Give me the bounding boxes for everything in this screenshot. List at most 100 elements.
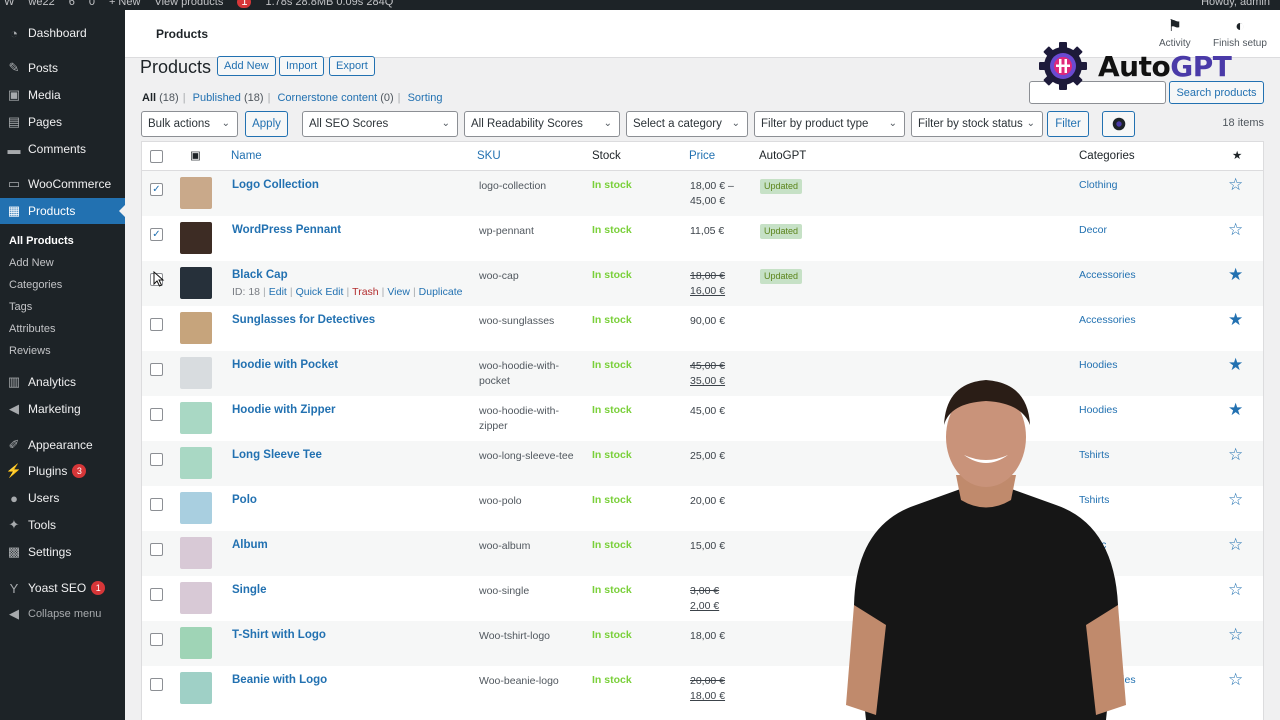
column-price[interactable]: Price [689, 150, 716, 162]
featured-star-icon[interactable]: ★ [1228, 355, 1244, 374]
sidebar-item-tools[interactable]: ✦ Tools [0, 512, 125, 538]
quick-edit-link[interactable]: Quick Edit [295, 286, 344, 298]
sidebar-item-media[interactable]: ▣ Media [0, 82, 125, 108]
row-checkbox[interactable] [150, 318, 163, 331]
product-name-link[interactable]: Black Cap [232, 269, 288, 281]
view-sorting[interactable]: Sorting [407, 92, 443, 104]
sidebar-item-dashboard[interactable]: ◔ Dashboard [0, 20, 125, 46]
sidebar-item-comments[interactable]: ▬ Comments [0, 136, 125, 162]
sidebar-item-plugins[interactable]: ⚡ Plugins 3 [0, 458, 125, 484]
row-checkbox[interactable]: ✓ [150, 228, 163, 241]
product-category-link[interactable]: Accessories [1079, 269, 1136, 281]
finish-setup-button[interactable]: ◐ Finish setup [1213, 18, 1267, 49]
admin-bar-item[interactable]: 6 [68, 0, 75, 8]
admin-bar-greeting[interactable]: Howdy, admin [1201, 0, 1270, 8]
featured-star-icon[interactable]: ☆ [1228, 445, 1244, 464]
product-thumbnail[interactable] [180, 627, 212, 659]
sidebar-item-appearance[interactable]: ✐ Appearance [0, 432, 125, 458]
column-sku[interactable]: SKU [477, 150, 501, 162]
product-thumbnail[interactable] [180, 357, 212, 389]
product-thumbnail[interactable] [180, 582, 212, 614]
sidebar-item-products[interactable]: ▦ Products [0, 198, 125, 224]
readability-select[interactable]: All Readability Scores ⌄ [464, 111, 620, 137]
autogpt-action-button[interactable] [1102, 111, 1135, 137]
product-thumbnail[interactable] [180, 267, 212, 299]
bulk-actions-select[interactable]: Bulk actions ⌄ [141, 111, 238, 137]
sidebar-item-marketing[interactable]: ◀ Marketing [0, 396, 125, 422]
product-type-select[interactable]: Filter by product type ⌄ [754, 111, 905, 137]
product-category-link[interactable]: Clothing [1079, 179, 1118, 191]
product-category-link[interactable]: Tshirts [1079, 494, 1110, 506]
sidebar-item-pages[interactable]: ▤ Pages [0, 109, 125, 135]
product-thumbnail[interactable] [180, 177, 212, 209]
featured-star-icon[interactable]: ★ [1228, 400, 1244, 419]
row-checkbox[interactable] [150, 498, 163, 511]
row-checkbox[interactable] [150, 543, 163, 556]
sidebar-item-analytics[interactable]: ▥ Analytics [0, 369, 125, 395]
product-name-link[interactable]: Hoodie with Pocket [232, 359, 339, 371]
product-thumbnail[interactable] [180, 672, 212, 704]
product-name-link[interactable]: WordPress Pennant [232, 224, 342, 236]
featured-star-icon[interactable]: ☆ [1228, 580, 1244, 599]
admin-bar-item[interactable]: View products [154, 0, 224, 8]
add-new-button[interactable]: Add New [217, 56, 276, 76]
sidebar-item-users[interactable]: ● Users [0, 485, 125, 511]
submenu-tags[interactable]: Tags [9, 301, 33, 313]
row-checkbox[interactable] [150, 633, 163, 646]
featured-star-icon[interactable]: ☆ [1228, 220, 1244, 239]
product-category-link[interactable]: Tshirts [1079, 449, 1110, 461]
filter-button[interactable]: Filter [1047, 111, 1089, 137]
product-category-link[interactable]: Hoodies [1079, 359, 1118, 371]
submenu-add-new[interactable]: Add New [9, 257, 54, 269]
featured-star-icon[interactable]: ☆ [1228, 175, 1244, 194]
product-name-link[interactable]: T-Shirt with Logo [232, 629, 326, 641]
admin-bar-item[interactable]: 1.78s 28.8MB 0.09s 284Q [265, 0, 394, 8]
row-checkbox[interactable] [150, 363, 163, 376]
admin-bar-item[interactable]: 1 [237, 0, 252, 8]
sidebar-item-collapse-menu[interactable]: ◀ Collapse menu [0, 601, 125, 627]
product-category-link[interactable]: Accessories [1079, 314, 1136, 326]
featured-star-icon[interactable]: ★ [1228, 265, 1244, 284]
submenu-attributes[interactable]: Attributes [9, 323, 56, 335]
row-checkbox[interactable]: ✓ [150, 183, 163, 196]
export-button[interactable]: Export [329, 56, 375, 76]
product-category-link[interactable]: Decor [1079, 224, 1108, 236]
trash-link[interactable]: Trash [352, 286, 379, 298]
admin-bar-item[interactable]: 0 [88, 0, 95, 8]
seo-score-select[interactable]: All SEO Scores ⌄ [302, 111, 458, 137]
product-category-link[interactable]: Hoodies [1079, 404, 1118, 416]
stock-status-select[interactable]: Filter by stock status ⌄ [911, 111, 1043, 137]
apply-button[interactable]: Apply [245, 111, 288, 137]
submenu-categories[interactable]: Categories [9, 279, 63, 291]
admin-bar-item[interactable]: + New [108, 0, 141, 8]
admin-bar-item[interactable]: we22 [28, 0, 55, 8]
row-checkbox[interactable] [150, 408, 163, 421]
edit-link[interactable]: Edit [268, 286, 287, 298]
submenu-reviews[interactable]: Reviews [9, 345, 51, 357]
submenu-all-products[interactable]: All Products [9, 235, 74, 247]
product-name-link[interactable]: Polo [232, 494, 257, 506]
featured-star-icon[interactable]: ☆ [1228, 625, 1244, 644]
sidebar-item-settings[interactable]: ▩ Settings [0, 539, 125, 565]
row-checkbox[interactable] [150, 453, 163, 466]
activity-button[interactable]: ⚑ Activity [1159, 18, 1191, 49]
product-name-link[interactable]: Sunglasses for Detectives [232, 314, 376, 326]
category-select[interactable]: Select a category ⌄ [626, 111, 748, 137]
duplicate-link[interactable]: Duplicate [418, 286, 463, 298]
view-all[interactable]: All [142, 92, 157, 104]
featured-star-icon[interactable]: ☆ [1228, 535, 1244, 554]
import-button[interactable]: Import [279, 56, 325, 76]
view-link[interactable]: View [387, 286, 410, 298]
product-name-link[interactable]: Logo Collection [232, 179, 319, 191]
row-checkbox[interactable] [150, 588, 163, 601]
view-published[interactable]: Published [192, 92, 241, 104]
product-name-link[interactable]: Beanie with Logo [232, 674, 328, 686]
product-thumbnail[interactable] [180, 312, 212, 344]
product-name-link[interactable]: Single [232, 584, 267, 596]
select-all-checkbox[interactable] [150, 150, 163, 163]
view-cornerstone[interactable]: Cornerstone content [277, 92, 378, 104]
row-checkbox[interactable] [150, 678, 163, 691]
product-thumbnail[interactable] [180, 447, 212, 479]
product-name-link[interactable]: Album [232, 539, 268, 551]
product-thumbnail[interactable] [180, 222, 212, 254]
